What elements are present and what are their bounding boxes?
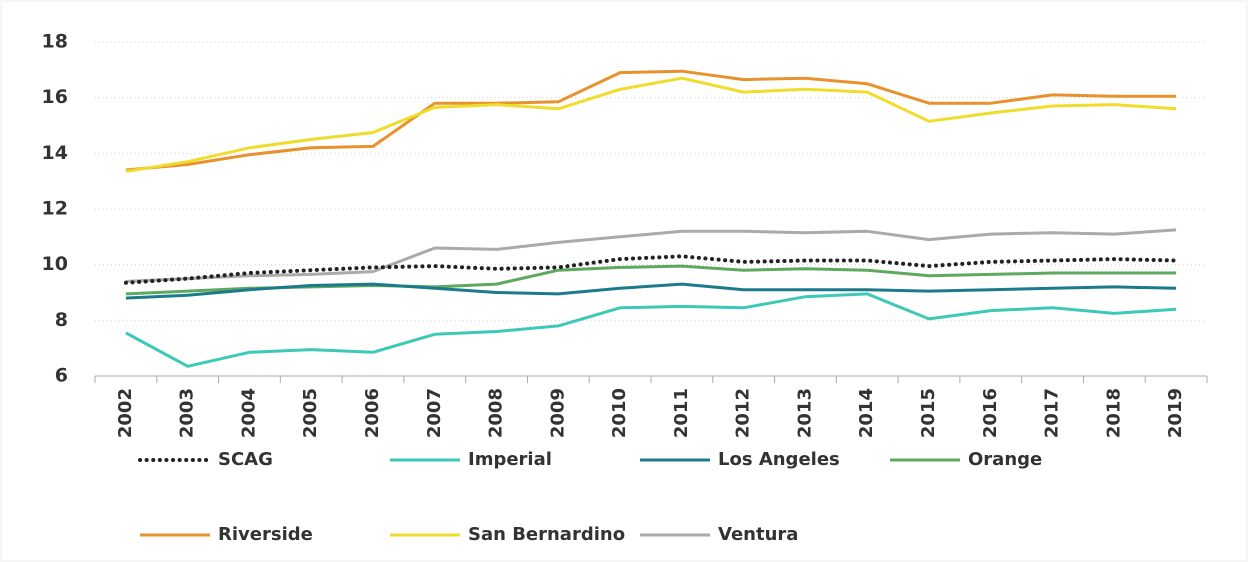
- y-tick-label: 6: [55, 365, 68, 387]
- legend-label: Riverside: [218, 524, 313, 545]
- y-tick-label: 8: [55, 309, 68, 331]
- x-tick-label: 2004: [238, 388, 259, 438]
- y-tick-label: 14: [42, 142, 68, 164]
- series-line: [125, 292, 1177, 368]
- legend-label: San Bernardino: [468, 524, 625, 545]
- y-tick-label: 16: [42, 86, 68, 108]
- y-tick-label: 12: [42, 198, 68, 220]
- x-tick-label: 2017: [1042, 388, 1063, 438]
- series-line: [125, 76, 1177, 173]
- legend-label: Ventura: [718, 524, 798, 545]
- x-tick-label: 2019: [1165, 388, 1186, 438]
- x-tick-label: 2015: [918, 388, 939, 438]
- legend-label: SCAG: [218, 449, 273, 470]
- y-tick-label: 18: [42, 31, 68, 53]
- series-line: [125, 228, 1177, 283]
- x-tick-label: 2008: [486, 388, 507, 438]
- x-tick-label: 2014: [856, 388, 877, 438]
- legend-label: Los Angeles: [718, 449, 840, 470]
- legend-label: Imperial: [468, 449, 552, 470]
- series-line: [123, 254, 1179, 285]
- x-tick-label: 2005: [300, 388, 321, 438]
- x-tick-label: 2011: [671, 388, 692, 438]
- x-tick-label: 2007: [424, 388, 445, 438]
- x-tick-label: 2012: [733, 388, 754, 438]
- x-tick-label: 2009: [547, 388, 568, 438]
- x-tick-label: 2010: [609, 388, 630, 438]
- y-tick-label: 10: [42, 253, 68, 275]
- x-tick-label: 2002: [115, 388, 136, 438]
- x-tick-label: 2003: [177, 388, 198, 438]
- x-tick-label: 2018: [1103, 388, 1124, 438]
- x-tick-label: 2016: [980, 388, 1001, 438]
- x-tick-label: 2006: [362, 388, 383, 438]
- series-line: [125, 282, 1177, 300]
- series-line: [125, 69, 1177, 172]
- x-tick-label: 2013: [794, 388, 815, 438]
- legend-label: Orange: [968, 449, 1042, 470]
